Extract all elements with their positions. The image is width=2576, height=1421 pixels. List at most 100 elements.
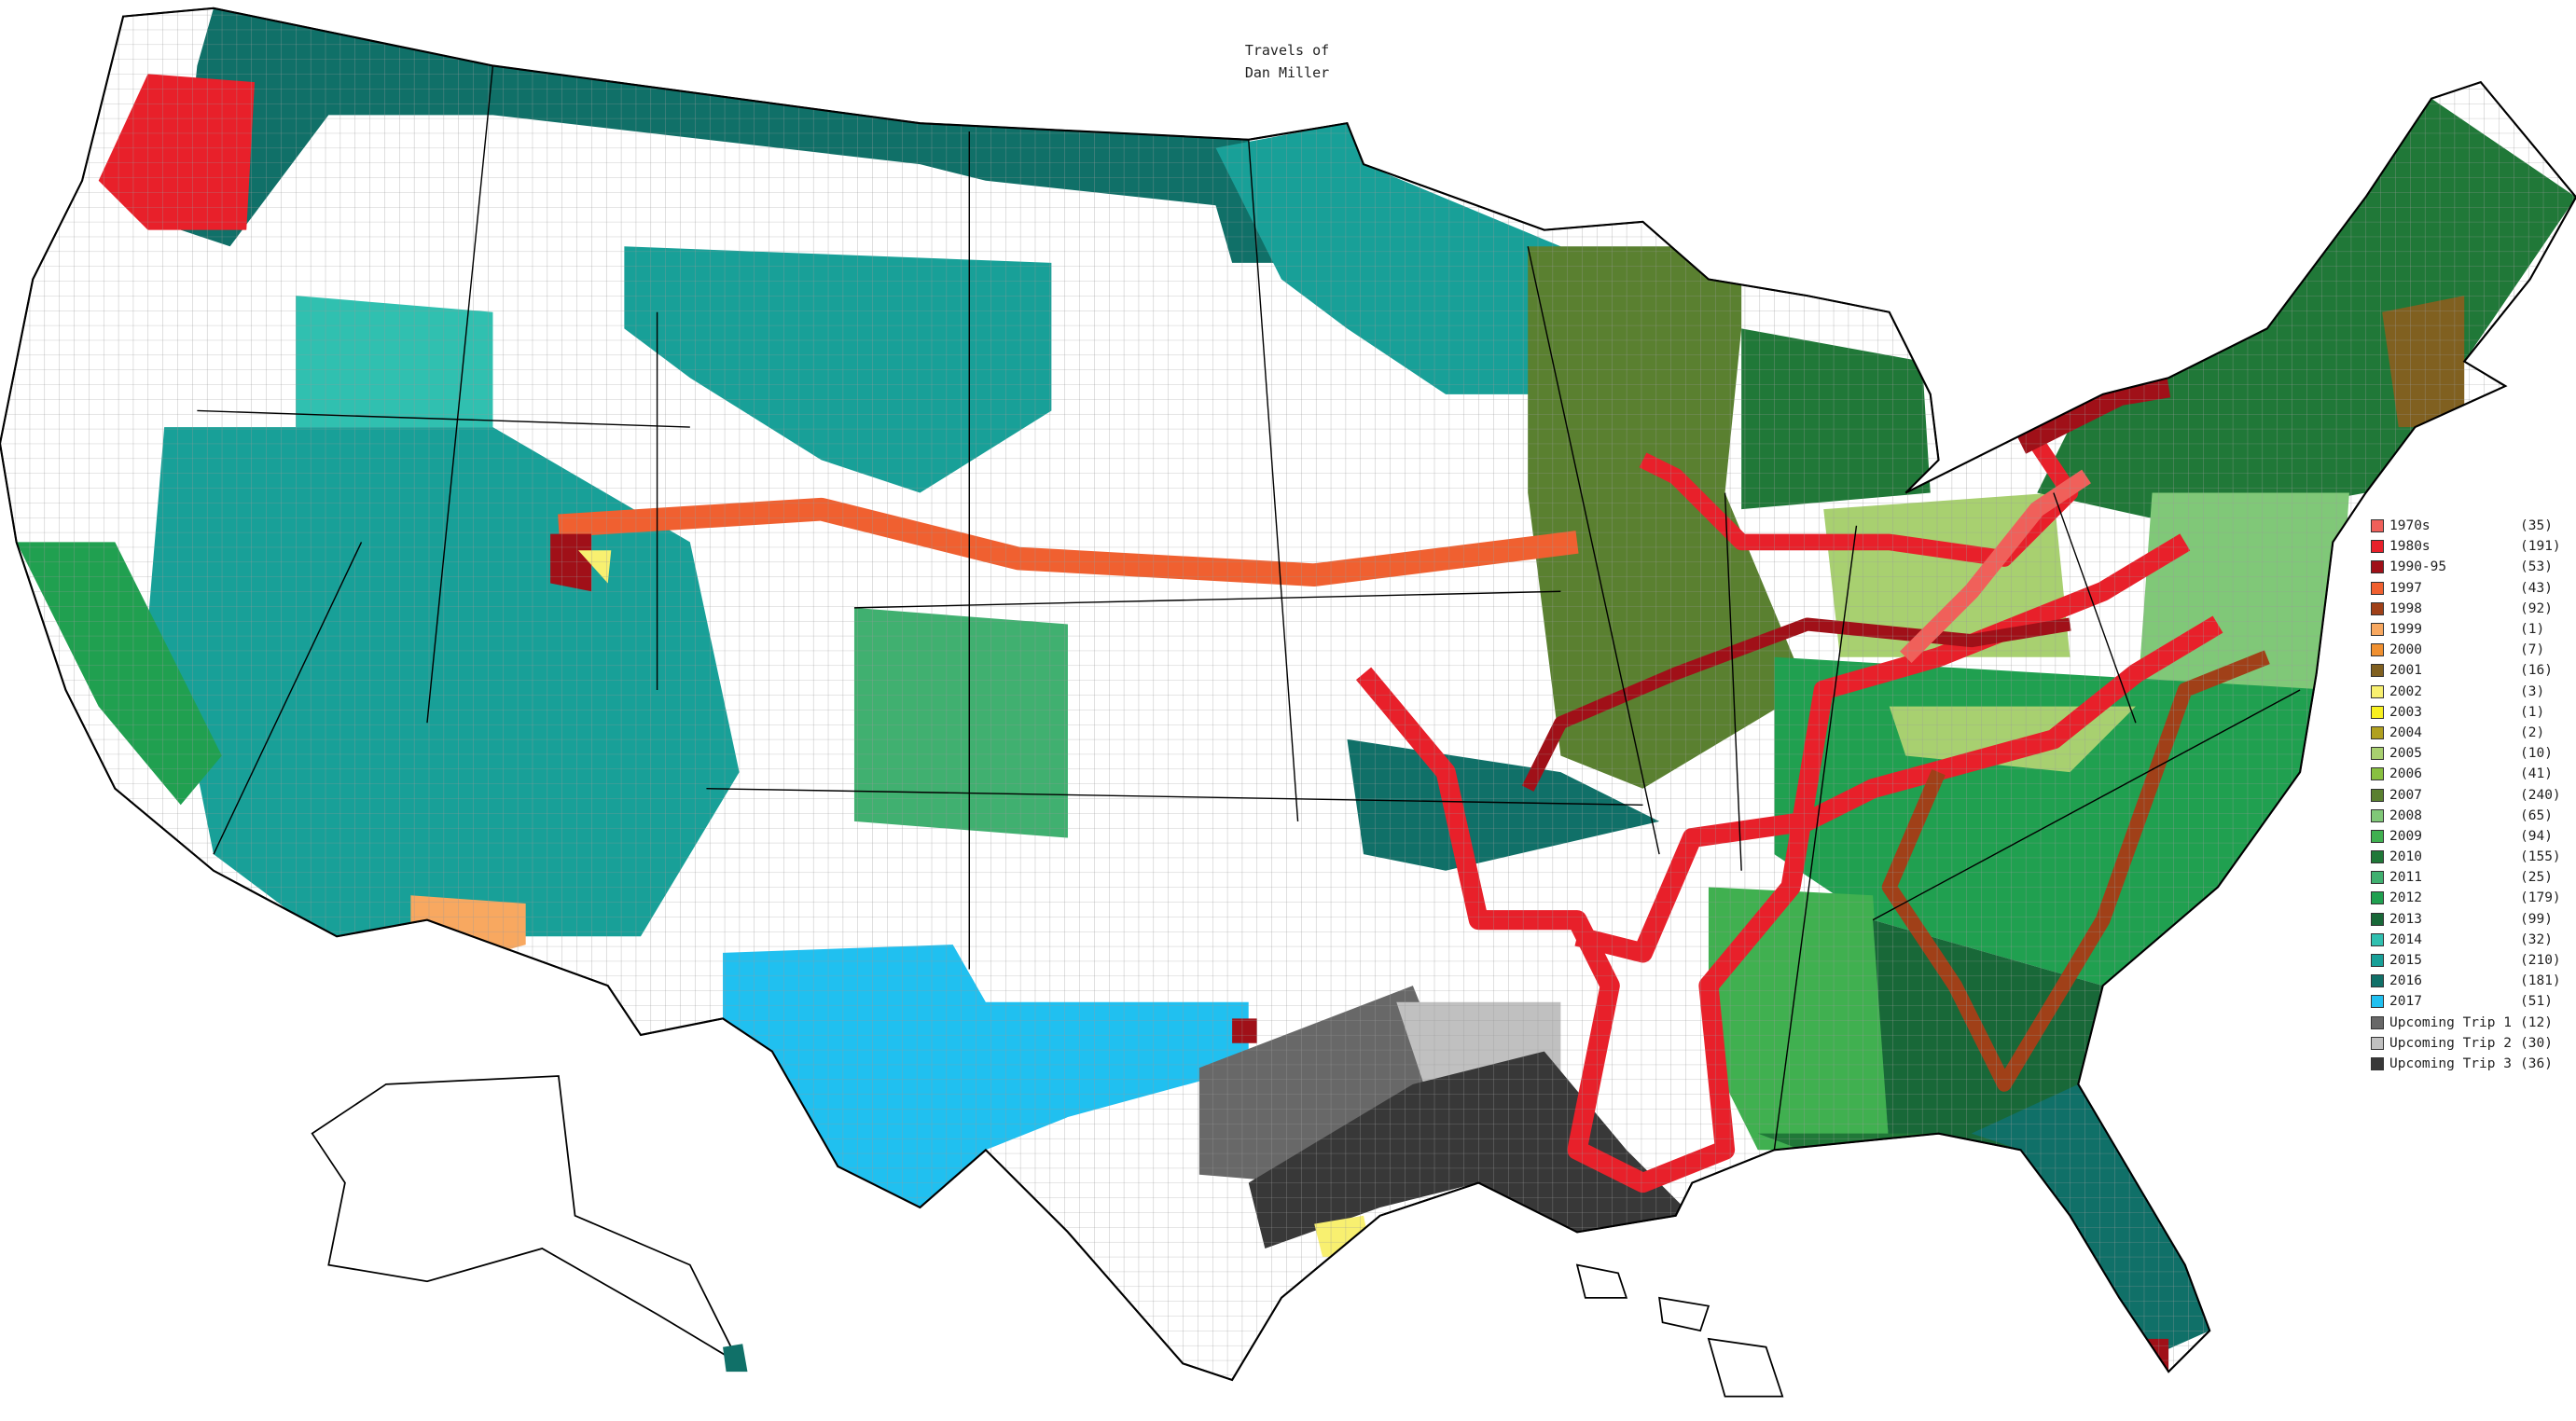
- legend-swatch: [2371, 808, 2384, 822]
- legend-item: 1970s (35): [2371, 516, 2576, 536]
- legend-count: (35): [2520, 518, 2553, 534]
- legend-label: 1990-95: [2389, 559, 2447, 575]
- legend-label: 1980s: [2389, 539, 2431, 555]
- legend-count: (16): [2520, 663, 2553, 679]
- legend-swatch: [2371, 954, 2384, 968]
- legend-count: (25): [2520, 870, 2553, 886]
- legend-count: (181): [2520, 973, 2561, 989]
- legend-item: 1990-95 (53): [2371, 557, 2576, 577]
- legend-swatch: [2371, 725, 2384, 739]
- legend-swatch: [2371, 932, 2384, 946]
- legend-swatch: [2371, 664, 2384, 678]
- legend-label: 2006: [2389, 766, 2422, 782]
- legend-count: (32): [2520, 931, 2553, 947]
- legend-label: 2005: [2389, 746, 2422, 762]
- legend-swatch: [2371, 1015, 2384, 1029]
- legend-count: (155): [2520, 849, 2561, 865]
- legend-count: (92): [2520, 600, 2553, 616]
- legend-item: 2001 (16): [2371, 660, 2576, 681]
- legend-label: 2004: [2389, 724, 2422, 740]
- legend-item: 2008 (65): [2371, 806, 2576, 826]
- legend-count: (12): [2520, 1014, 2553, 1030]
- legend-count: (210): [2520, 953, 2561, 969]
- legend-label: 2011: [2389, 870, 2422, 886]
- legend-swatch: [2371, 871, 2384, 885]
- legend-item: 2006 (41): [2371, 764, 2576, 784]
- region-2016: [723, 1344, 748, 1373]
- legend-item: 2013 (99): [2371, 909, 2576, 930]
- legend-item: Upcoming Trip 3 (36): [2371, 1054, 2576, 1074]
- legend-count: (191): [2520, 539, 2561, 555]
- legend-label: 1970s: [2389, 518, 2431, 534]
- legend-count: (1): [2520, 622, 2545, 638]
- state-borders: [197, 65, 2301, 1151]
- legend-count: (240): [2520, 787, 2561, 803]
- legend-swatch: [2371, 519, 2384, 533]
- legend-item: 2011 (25): [2371, 867, 2576, 888]
- legend-item: 2000 (7): [2371, 640, 2576, 660]
- legend-swatch: [2371, 684, 2384, 698]
- legend-item: 1999 (1): [2371, 619, 2576, 640]
- legend-label: 2009: [2389, 828, 2422, 844]
- title-line-1: Travels of: [1244, 42, 1330, 59]
- legend-swatch: [2371, 705, 2384, 719]
- legend-count: (43): [2520, 580, 2553, 596]
- legend-label: 2003: [2389, 704, 2422, 720]
- legend-count: (53): [2520, 559, 2553, 575]
- legend-item: Upcoming Trip 1 (12): [2371, 1013, 2576, 1033]
- legend-count: (41): [2520, 766, 2553, 782]
- legend-label: 2015: [2389, 953, 2422, 969]
- alaska-hawaii-insets: [311, 1075, 1784, 1398]
- legend-swatch: [2371, 1056, 2384, 1070]
- hawaii-island: [1707, 1337, 1784, 1398]
- legend-label: Upcoming Trip 2: [2389, 1035, 2512, 1051]
- legend-swatch: [2371, 891, 2384, 905]
- legend-swatch: [2371, 643, 2384, 657]
- legend-swatch: [2371, 560, 2384, 574]
- legend-count: (2): [2520, 724, 2545, 740]
- legend-item: Upcoming Trip 2 (30): [2371, 1033, 2576, 1054]
- legend-label: 2001: [2389, 663, 2422, 679]
- legend-label: 2008: [2389, 807, 2422, 823]
- alaska-inset: [311, 1075, 741, 1366]
- legend-label: 2007: [2389, 787, 2422, 803]
- hawaii-island: [1658, 1296, 1710, 1332]
- legend-count: (30): [2520, 1035, 2553, 1051]
- legend-count: (36): [2520, 1055, 2553, 1071]
- legend-swatch: [2371, 829, 2384, 843]
- legend-item: 2010 (155): [2371, 847, 2576, 867]
- legend-label: 2012: [2389, 890, 2422, 906]
- legend-count: (99): [2520, 911, 2553, 927]
- legend-label: 2002: [2389, 683, 2422, 699]
- legend-item: 2002 (3): [2371, 682, 2576, 702]
- legend-item: 1980s (191): [2371, 536, 2576, 557]
- legend-item: 2017 (51): [2371, 991, 2576, 1012]
- legend-count: (3): [2520, 683, 2545, 699]
- legend-swatch: [2371, 1036, 2384, 1050]
- legend-item: 1998 (92): [2371, 599, 2576, 619]
- legend-label: 2010: [2389, 849, 2422, 865]
- map-title: Travels of Dan Miller: [1203, 39, 1371, 84]
- legend-count: (94): [2520, 828, 2553, 844]
- legend-item: 2014 (32): [2371, 930, 2576, 950]
- legend-swatch: [2371, 623, 2384, 637]
- legend-label: 2013: [2389, 911, 2422, 927]
- legend-count: (7): [2520, 642, 2545, 658]
- legend-item: 2015 (210): [2371, 950, 2576, 971]
- hawaii-island: [1575, 1263, 1628, 1299]
- legend-swatch: [2371, 581, 2384, 595]
- legend-swatch: [2371, 995, 2384, 1009]
- legend-item: 2003 (1): [2371, 702, 2576, 723]
- legend-label: 1997: [2389, 580, 2422, 596]
- legend-swatch: [2371, 540, 2384, 554]
- legend-swatch: [2371, 601, 2384, 615]
- legend-swatch: [2371, 850, 2384, 864]
- legend-item: 2016 (181): [2371, 971, 2576, 991]
- legend-item: 2005 (10): [2371, 743, 2576, 764]
- legend-swatch: [2371, 912, 2384, 926]
- legend-count: (65): [2520, 807, 2553, 823]
- legend-count: (10): [2520, 746, 2553, 762]
- legend-count: (1): [2520, 704, 2545, 720]
- legend-label: 2016: [2389, 973, 2422, 989]
